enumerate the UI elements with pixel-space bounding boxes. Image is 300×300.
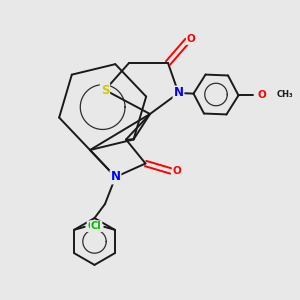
- Text: O: O: [187, 34, 196, 44]
- Text: Cl: Cl: [91, 221, 101, 231]
- Text: O: O: [172, 166, 182, 176]
- Text: O: O: [257, 90, 266, 100]
- Text: N: N: [173, 86, 184, 100]
- Text: S: S: [101, 83, 109, 97]
- Text: CH₃: CH₃: [277, 90, 293, 99]
- Text: N: N: [110, 170, 121, 184]
- Text: Cl: Cl: [88, 221, 98, 231]
